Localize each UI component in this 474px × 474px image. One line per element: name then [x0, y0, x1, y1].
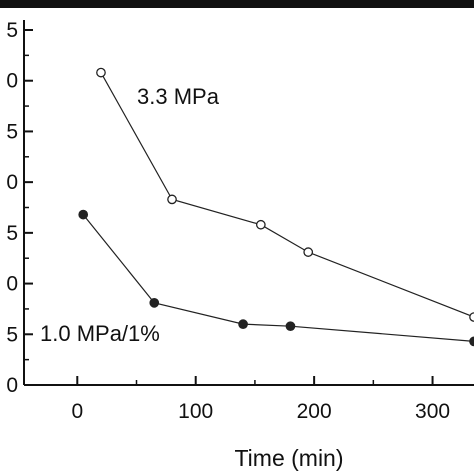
series-0: [96, 67, 474, 322]
data-point: [303, 247, 314, 257]
data-point: [238, 319, 248, 329]
y-tick-label: 5: [6, 19, 18, 42]
series-label-3-3-mpa: 3.3 MPa: [137, 84, 220, 109]
x-tick-label: 0: [71, 400, 83, 423]
data-point: [255, 219, 266, 230]
x-tick-label: 300: [415, 400, 450, 423]
data-point: [149, 297, 160, 308]
data-point: [469, 336, 474, 347]
data-point: [96, 67, 106, 78]
y-tick-label: 0: [6, 273, 18, 296]
y-tick-label: 5: [6, 120, 18, 143]
x-tick-label: 100: [178, 400, 213, 423]
y-tick-label: 0: [6, 374, 18, 397]
data-point: [167, 194, 177, 205]
data-point: [469, 312, 474, 322]
y-tick-label: 0: [6, 171, 18, 194]
x-axis-title: Time (min): [234, 445, 343, 471]
series-1: [78, 209, 474, 347]
y-tick-label: 5: [6, 323, 18, 346]
series-layer: [78, 67, 474, 347]
series-line: [100, 72, 474, 318]
y-tick-label: 0: [6, 70, 18, 93]
y-tick-label: 5: [6, 222, 18, 245]
top-border-bar: [0, 0, 474, 8]
data-point: [78, 209, 89, 220]
series-label-1-0-mpa: 1.0 MPa/1%: [40, 321, 160, 346]
data-point: [285, 321, 296, 332]
x-tick-label: 200: [297, 400, 332, 423]
